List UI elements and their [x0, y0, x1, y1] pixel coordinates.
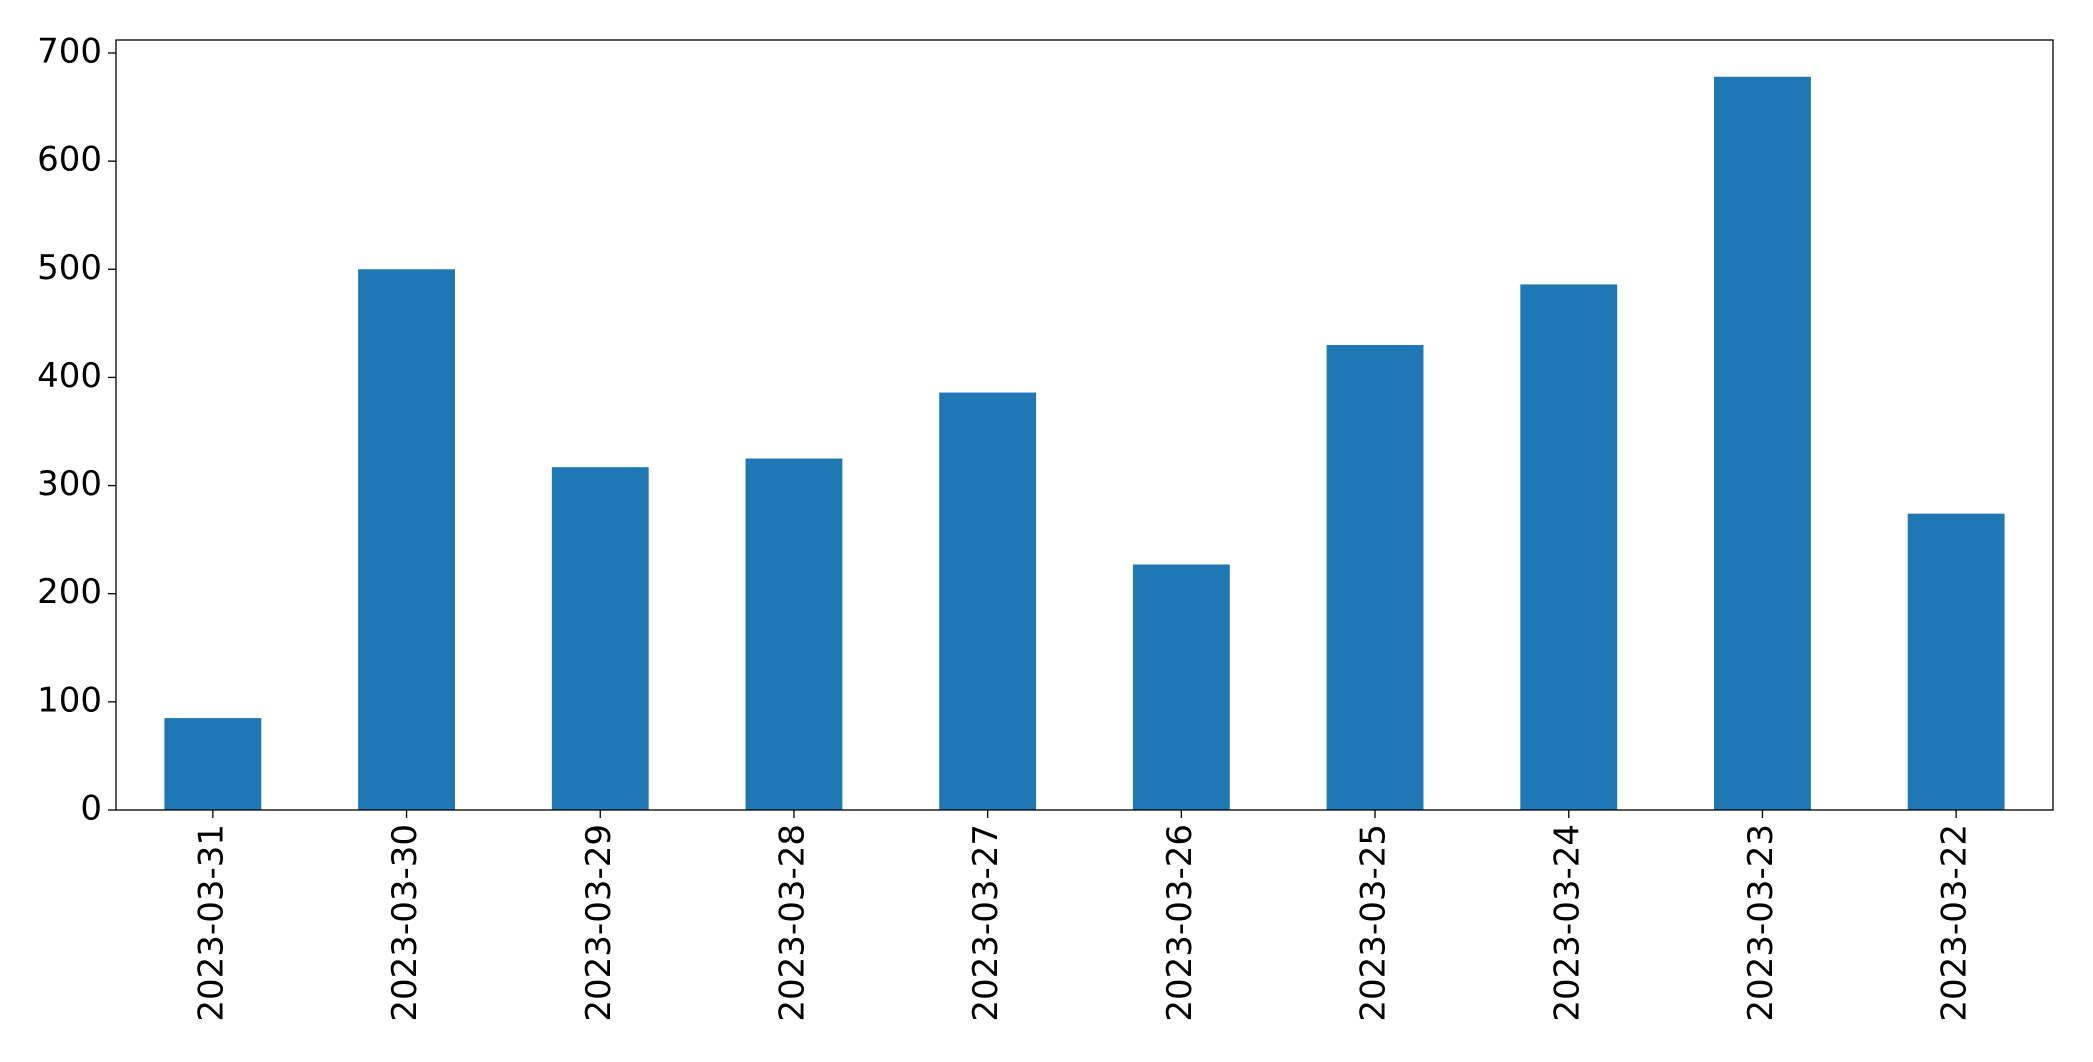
axes-frame	[115, 39, 2054, 811]
x-tick-label: 2023-03-27	[966, 824, 1006, 1022]
x-tick-label: 2023-03-31	[191, 824, 231, 1022]
bar	[358, 269, 455, 810]
x-tick-label: 2023-03-25	[1354, 824, 1394, 1022]
bar	[1714, 76, 1811, 811]
bar	[939, 392, 1037, 810]
y-tick-label: 200	[37, 572, 102, 612]
y-tick-label: 0	[80, 789, 102, 829]
y-tick-label: 300	[37, 464, 102, 504]
bar	[1326, 344, 1424, 810]
x-tick-label: 2023-03-22	[1935, 824, 1975, 1022]
bar	[1132, 564, 1230, 810]
y-tick-label: 500	[37, 248, 102, 288]
bar	[164, 718, 262, 810]
x-tick-label: 2023-03-29	[579, 824, 619, 1022]
y-tick-label: 700	[37, 31, 102, 71]
x-tick-label: 2023-03-30	[385, 824, 425, 1022]
bar	[1907, 513, 2005, 810]
y-tick-label: 100	[37, 680, 102, 720]
bar	[745, 458, 843, 810]
bar	[1520, 284, 1618, 810]
y-tick-label: 600	[37, 140, 102, 180]
x-tick-label: 2023-03-28	[772, 824, 812, 1022]
bar	[551, 467, 649, 810]
x-tick-label: 2023-03-23	[1741, 824, 1781, 1022]
y-tick-label: 400	[37, 356, 102, 396]
x-tick-label: 2023-03-24	[1547, 824, 1587, 1022]
x-tick-label: 2023-03-26	[1160, 824, 1200, 1022]
